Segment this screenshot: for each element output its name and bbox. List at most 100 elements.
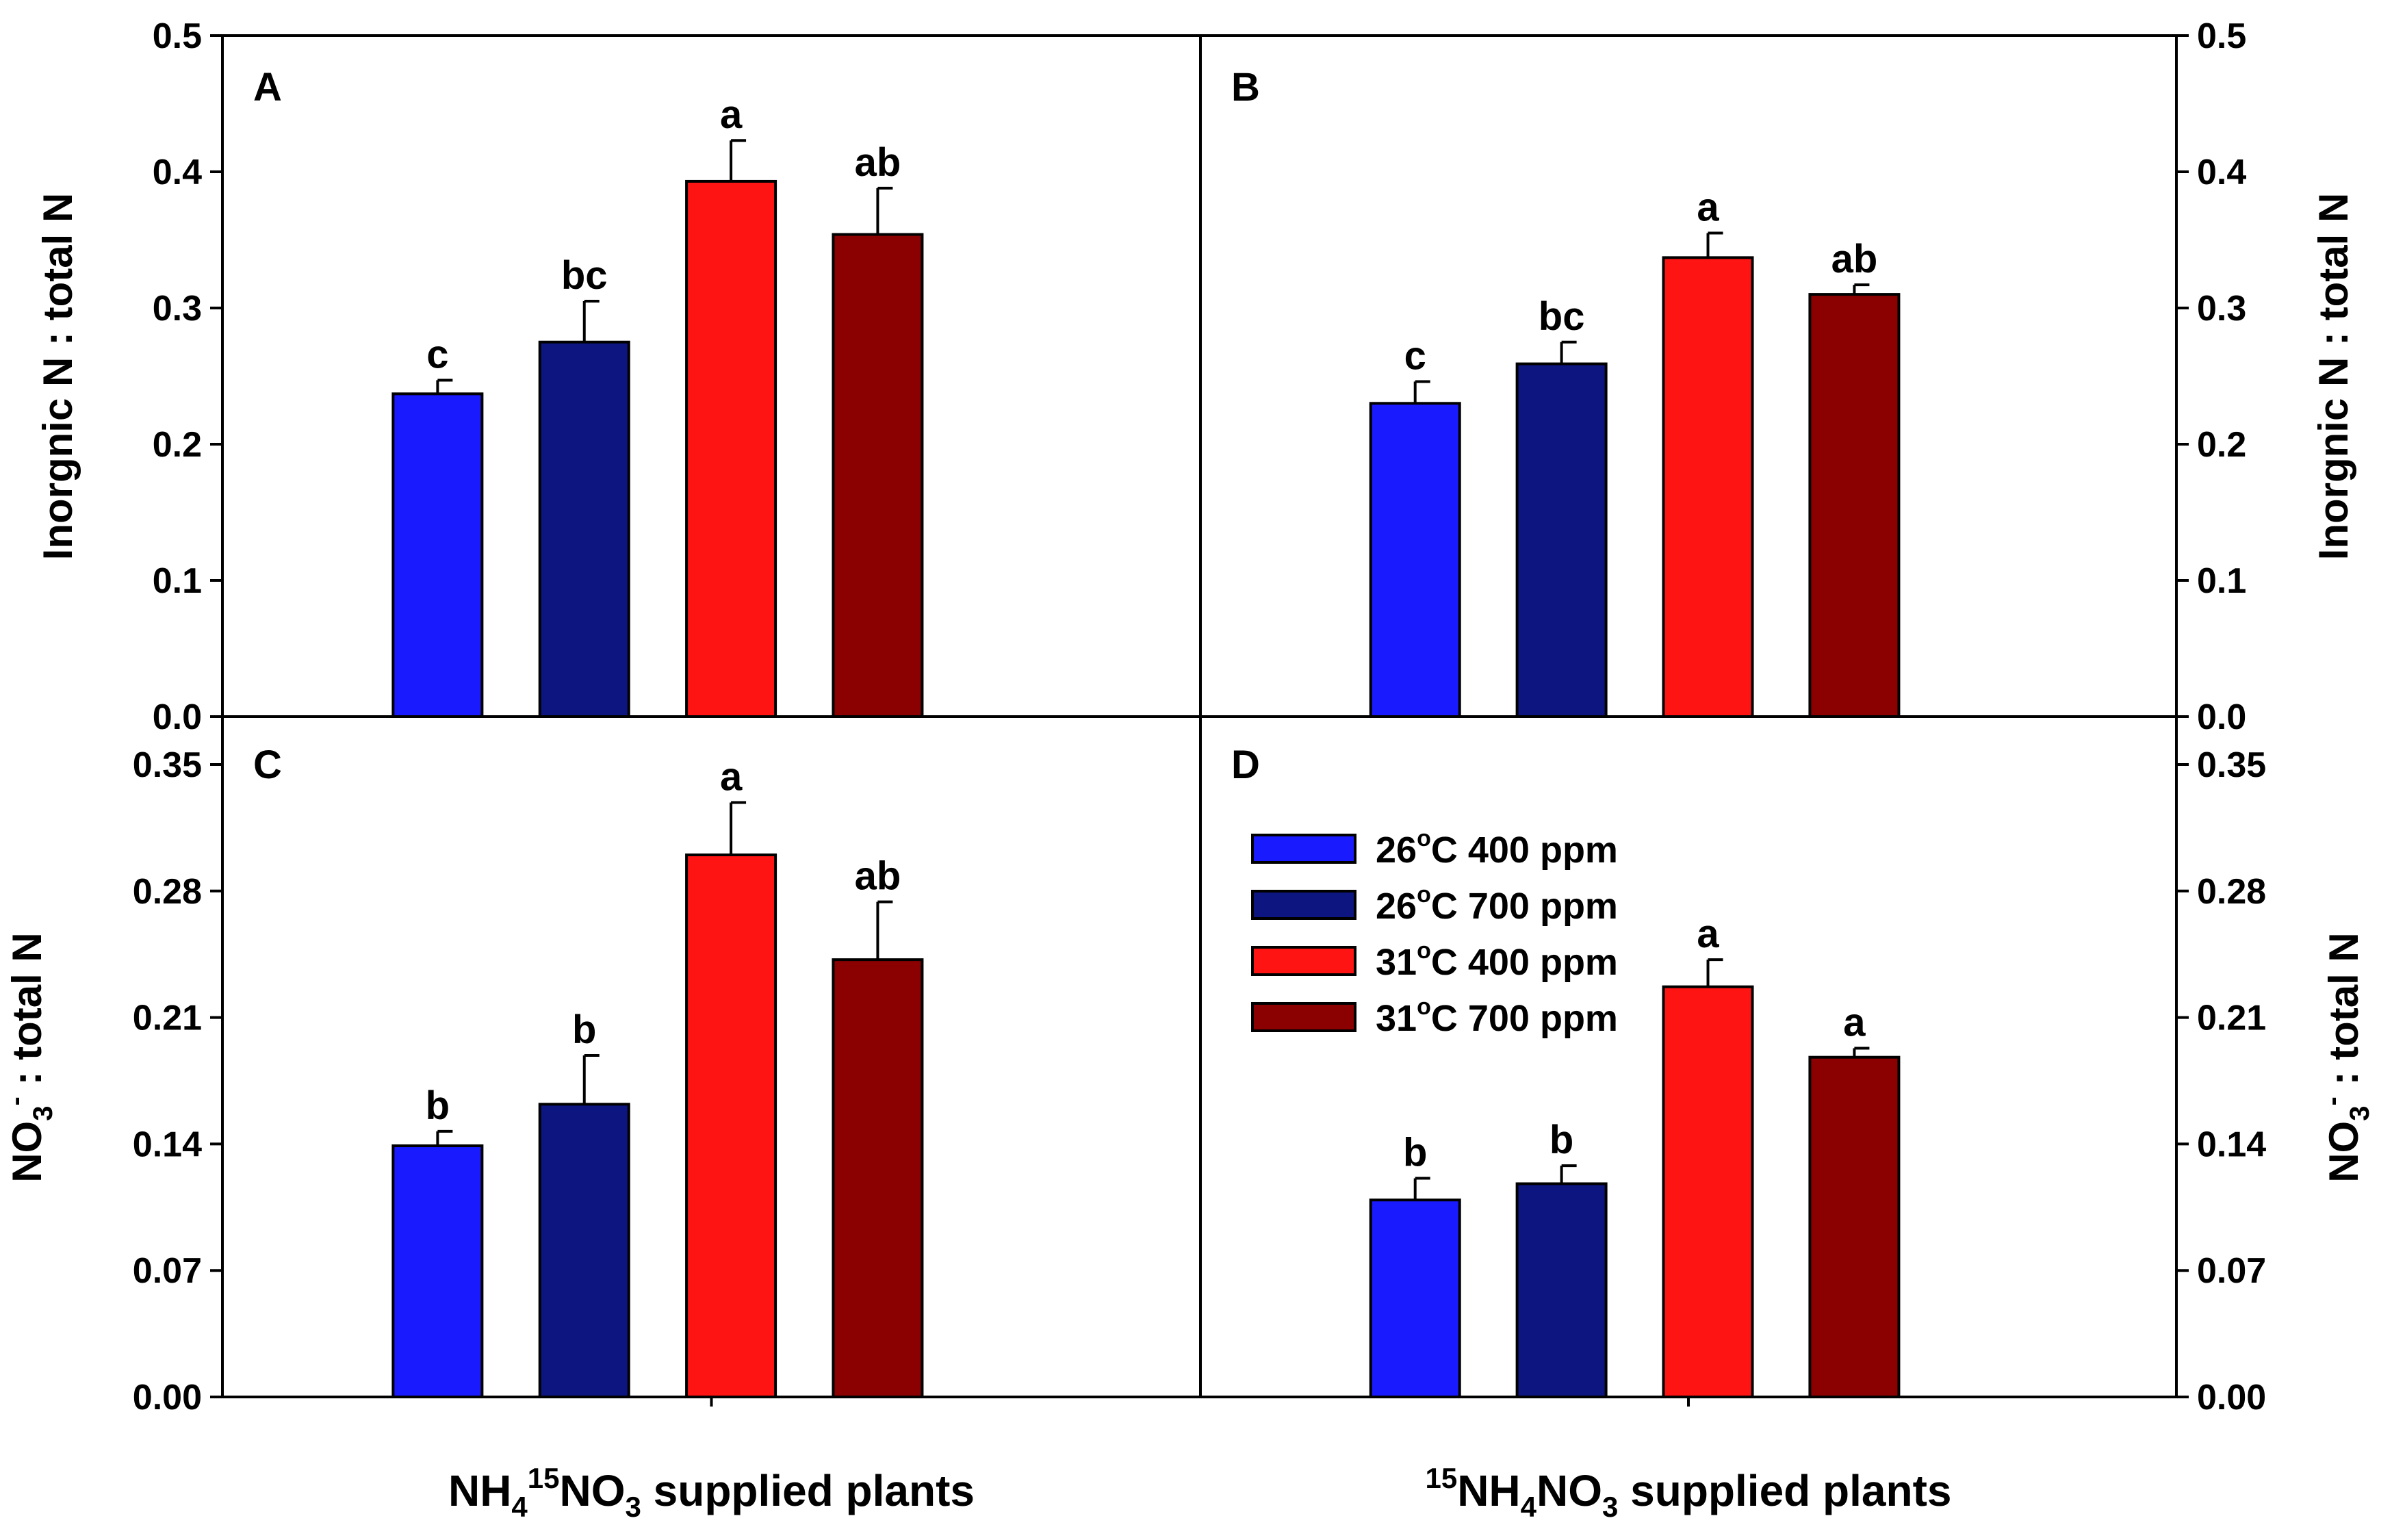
significance-letter-A-2: a — [720, 92, 743, 137]
xlabel-sup: 15 — [528, 1462, 560, 1494]
significance-letter-B-0: c — [1404, 333, 1426, 378]
bar-D-2 — [1662, 985, 1754, 1398]
bar-A-0 — [391, 392, 484, 718]
significance-letter-D-2: a — [1697, 912, 1719, 956]
xlabel-sup: 15 — [1425, 1462, 1457, 1494]
legend-rest: C 400 ppm — [1431, 942, 1618, 983]
significance-letter-A-3: ab — [855, 140, 901, 185]
legend-temp: 26 — [1376, 830, 1417, 871]
significance-letter-A-1: bc — [561, 253, 608, 298]
ylabel-tail: : total N — [4, 932, 50, 1096]
y-tick-label-left: 0.2 — [153, 425, 202, 465]
significance-letter-B-3: ab — [1831, 237, 1878, 281]
y-tick-label-right: 0.14 — [2197, 1125, 2266, 1164]
y-tick-label-left: 0.21 — [133, 999, 202, 1038]
significance-letter-C-2: a — [720, 754, 743, 799]
legend-swatch-3 — [1251, 1002, 1356, 1032]
y-tick-label-right: 0.1 — [2197, 561, 2246, 601]
significance-letter-B-1: bc — [1539, 294, 1585, 339]
legend-label-3: 31oC 700 ppm — [1376, 994, 1618, 1039]
xlabel-main: NH — [448, 1466, 511, 1515]
legend-label-0: 26oC 400 ppm — [1376, 825, 1618, 871]
bar-C-0 — [391, 1144, 484, 1399]
y-tick-label-left: 0.28 — [133, 872, 202, 912]
xlabel-sub: 4 — [1521, 1491, 1537, 1523]
legend-label-2: 31oC 400 ppm — [1376, 938, 1618, 983]
y-tick-label-right: 0.3 — [2197, 289, 2246, 329]
y-tick-label-left: 0.3 — [153, 289, 202, 329]
bar-D-3 — [1808, 1055, 1901, 1399]
bar-B-3 — [1808, 293, 1901, 719]
ylabel-sub: 3 — [2345, 1106, 2375, 1121]
degree-symbol: o — [1417, 825, 1431, 851]
y-tick-label-left: 0.0 — [153, 697, 202, 737]
y-tick-label-right: 0.21 — [2197, 999, 2266, 1038]
xlabel-main2: NO — [560, 1466, 626, 1515]
y-tick-label-left: 0.4 — [153, 153, 202, 192]
ylabel-sub: 3 — [28, 1106, 58, 1121]
ylabel-sup: - — [2317, 1096, 2348, 1105]
legend-swatch-1 — [1251, 890, 1356, 920]
bar-A-3 — [832, 233, 924, 719]
legend-label-1: 26oC 700 ppm — [1376, 882, 1618, 927]
significance-letter-C-3: ab — [855, 854, 901, 899]
legend-rest: C 700 ppm — [1431, 998, 1618, 1039]
bar-C-1 — [538, 1103, 630, 1398]
ylabel-main: NO — [2321, 1121, 2367, 1183]
y-tick-label-left: 0.5 — [153, 16, 202, 56]
xlabel-tail: supplied plants — [1618, 1466, 1951, 1515]
xlabel-main: NH — [1457, 1466, 1520, 1515]
y-axis-title-top-left: Inorgnic N : total N — [35, 193, 81, 561]
ylabel-sup: - — [1, 1096, 31, 1105]
degree-symbol: o — [1417, 994, 1431, 1020]
y-tick-label-right: 0.4 — [2197, 153, 2246, 192]
bar-D-1 — [1515, 1182, 1608, 1398]
legend-swatch-2 — [1251, 946, 1356, 976]
bar-A-1 — [538, 340, 630, 718]
xlabel-sub: 4 — [511, 1491, 528, 1523]
xlabel-tail: supplied plants — [641, 1466, 975, 1515]
significance-letter-D-1: b — [1549, 1118, 1573, 1162]
y-tick-label-left: 0.07 — [133, 1251, 202, 1291]
y-tick-label-left: 0.1 — [153, 561, 202, 601]
y-tick-label-right: 0.0 — [2197, 697, 2246, 737]
y-axis-title-bottom-left: NO3- : total N — [1, 932, 58, 1183]
significance-letter-C-0: b — [426, 1083, 450, 1128]
bar-B-1 — [1515, 362, 1608, 718]
y-tick-label-right: 0.5 — [2197, 16, 2246, 56]
bar-B-0 — [1369, 402, 1461, 718]
legend-temp: 26 — [1376, 886, 1417, 927]
significance-letter-C-1: b — [572, 1008, 596, 1052]
y-tick-label-right: 0.28 — [2197, 872, 2266, 912]
bar-A-2 — [685, 179, 777, 718]
bar-B-2 — [1662, 256, 1754, 718]
significance-letter-A-0: c — [426, 332, 448, 376]
bar-C-2 — [685, 854, 777, 1398]
y-tick-label-left: 0.35 — [133, 745, 202, 785]
panel-label-D: D — [1231, 743, 1260, 787]
ylabel-main: NO — [4, 1121, 50, 1183]
significance-letter-D-3: a — [1843, 1000, 1866, 1044]
y-tick-label-right: 0.2 — [2197, 425, 2246, 465]
y-axis-title-top-right: Inorgnic N : total N — [2311, 193, 2356, 561]
y-tick-label-right: 0.07 — [2197, 1251, 2266, 1291]
panel-label-B: B — [1231, 65, 1260, 110]
y-tick-label-left: 0.14 — [133, 1125, 202, 1164]
x-axis-title-left: NH415NO3 supplied plants — [448, 1462, 975, 1523]
y-tick-label-right: 0.00 — [2197, 1378, 2266, 1417]
y-axis-title-bottom-right: NO3- : total N — [2317, 932, 2375, 1183]
y-tick-label-right: 0.35 — [2197, 745, 2266, 785]
ylabel-tail: : total N — [2321, 932, 2367, 1096]
significance-letter-D-0: b — [1403, 1131, 1427, 1175]
x-axis-title-right: 15NH4NO3 supplied plants — [1425, 1462, 1951, 1523]
bar-D-0 — [1369, 1198, 1461, 1398]
significance-letter-B-2: a — [1697, 185, 1719, 230]
legend-rest: C 700 ppm — [1431, 886, 1618, 927]
legend-temp: 31 — [1376, 942, 1417, 983]
panel-label-C: C — [253, 743, 282, 787]
panel-label-A: A — [253, 65, 282, 110]
legend-rest: C 400 ppm — [1431, 830, 1618, 871]
xlabel-main2: NO — [1536, 1466, 1602, 1515]
y-tick-label-left: 0.00 — [133, 1378, 202, 1417]
